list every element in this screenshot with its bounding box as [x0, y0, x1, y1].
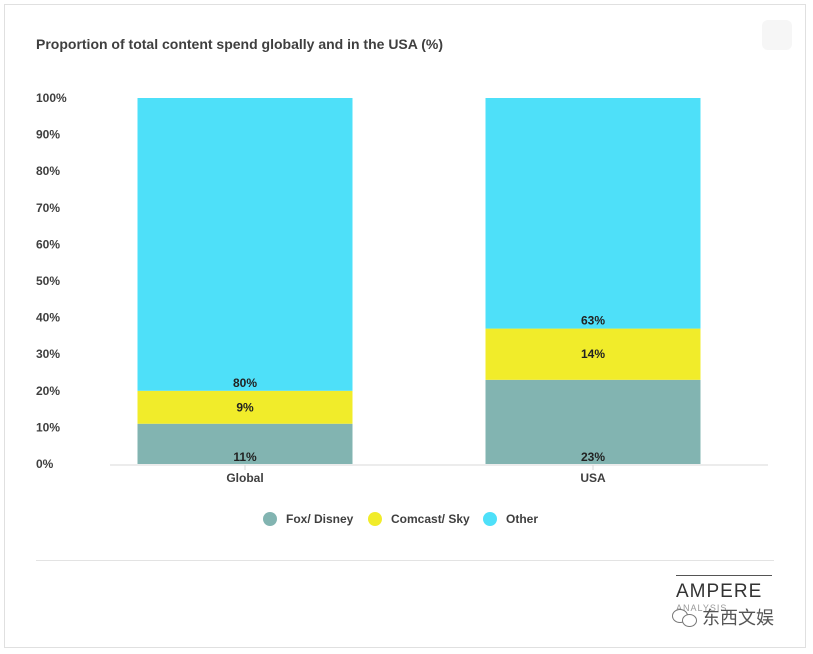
- y-tick-label: 70%: [36, 201, 60, 215]
- logo-sub: ANALYSIS: [676, 603, 728, 613]
- data-label: 11%: [233, 450, 257, 464]
- bar-segment-global-2: [137, 98, 353, 391]
- y-tick-label: 80%: [36, 164, 60, 178]
- y-tick-label: 20%: [36, 384, 60, 398]
- data-label: 80%: [233, 376, 257, 390]
- y-tick-label: 0%: [36, 457, 54, 471]
- menu-icon[interactable]: [762, 20, 792, 50]
- wechat-icon: [672, 607, 698, 627]
- watermark: 东西文娱: [672, 604, 774, 630]
- legend-label: Comcast/ Sky: [391, 512, 470, 526]
- x-tick-label: USA: [580, 471, 606, 485]
- data-label: 63%: [581, 314, 605, 328]
- x-tick-label: Global: [226, 471, 263, 485]
- y-tick-label: 40%: [36, 311, 60, 325]
- footer-divider: [36, 560, 774, 561]
- ampere-logo: AMPERE ANALYSIS: [676, 575, 776, 613]
- watermark-text: 东西文娱: [702, 608, 774, 628]
- legend-swatch: [368, 512, 382, 526]
- bar-segment-usa-2: [485, 98, 701, 329]
- y-tick-label: 60%: [36, 237, 60, 251]
- chart-title: Proportion of total content spend global…: [36, 36, 444, 52]
- data-label: 14%: [581, 347, 605, 361]
- legend-label: Fox/ Disney: [286, 512, 354, 526]
- bar-segment-global-1: [137, 390, 353, 424]
- y-tick-label: 30%: [36, 347, 60, 361]
- legend-swatch: [483, 512, 497, 526]
- bar-segment-usa-0: [485, 379, 701, 464]
- data-label: 9%: [236, 400, 254, 414]
- y-tick-label: 90%: [36, 128, 60, 142]
- bar-segment-global-0: [137, 423, 353, 464]
- legend-swatch: [263, 512, 277, 526]
- y-tick-label: 10%: [36, 420, 60, 434]
- bar-segment-usa-1: [485, 328, 701, 380]
- y-tick-label: 50%: [36, 274, 60, 288]
- logo-rule: [676, 575, 772, 576]
- legend-label: Other: [506, 512, 538, 526]
- y-tick-label: 100%: [36, 91, 67, 105]
- data-label: 23%: [581, 450, 605, 464]
- logo-name: AMPERE: [676, 581, 763, 602]
